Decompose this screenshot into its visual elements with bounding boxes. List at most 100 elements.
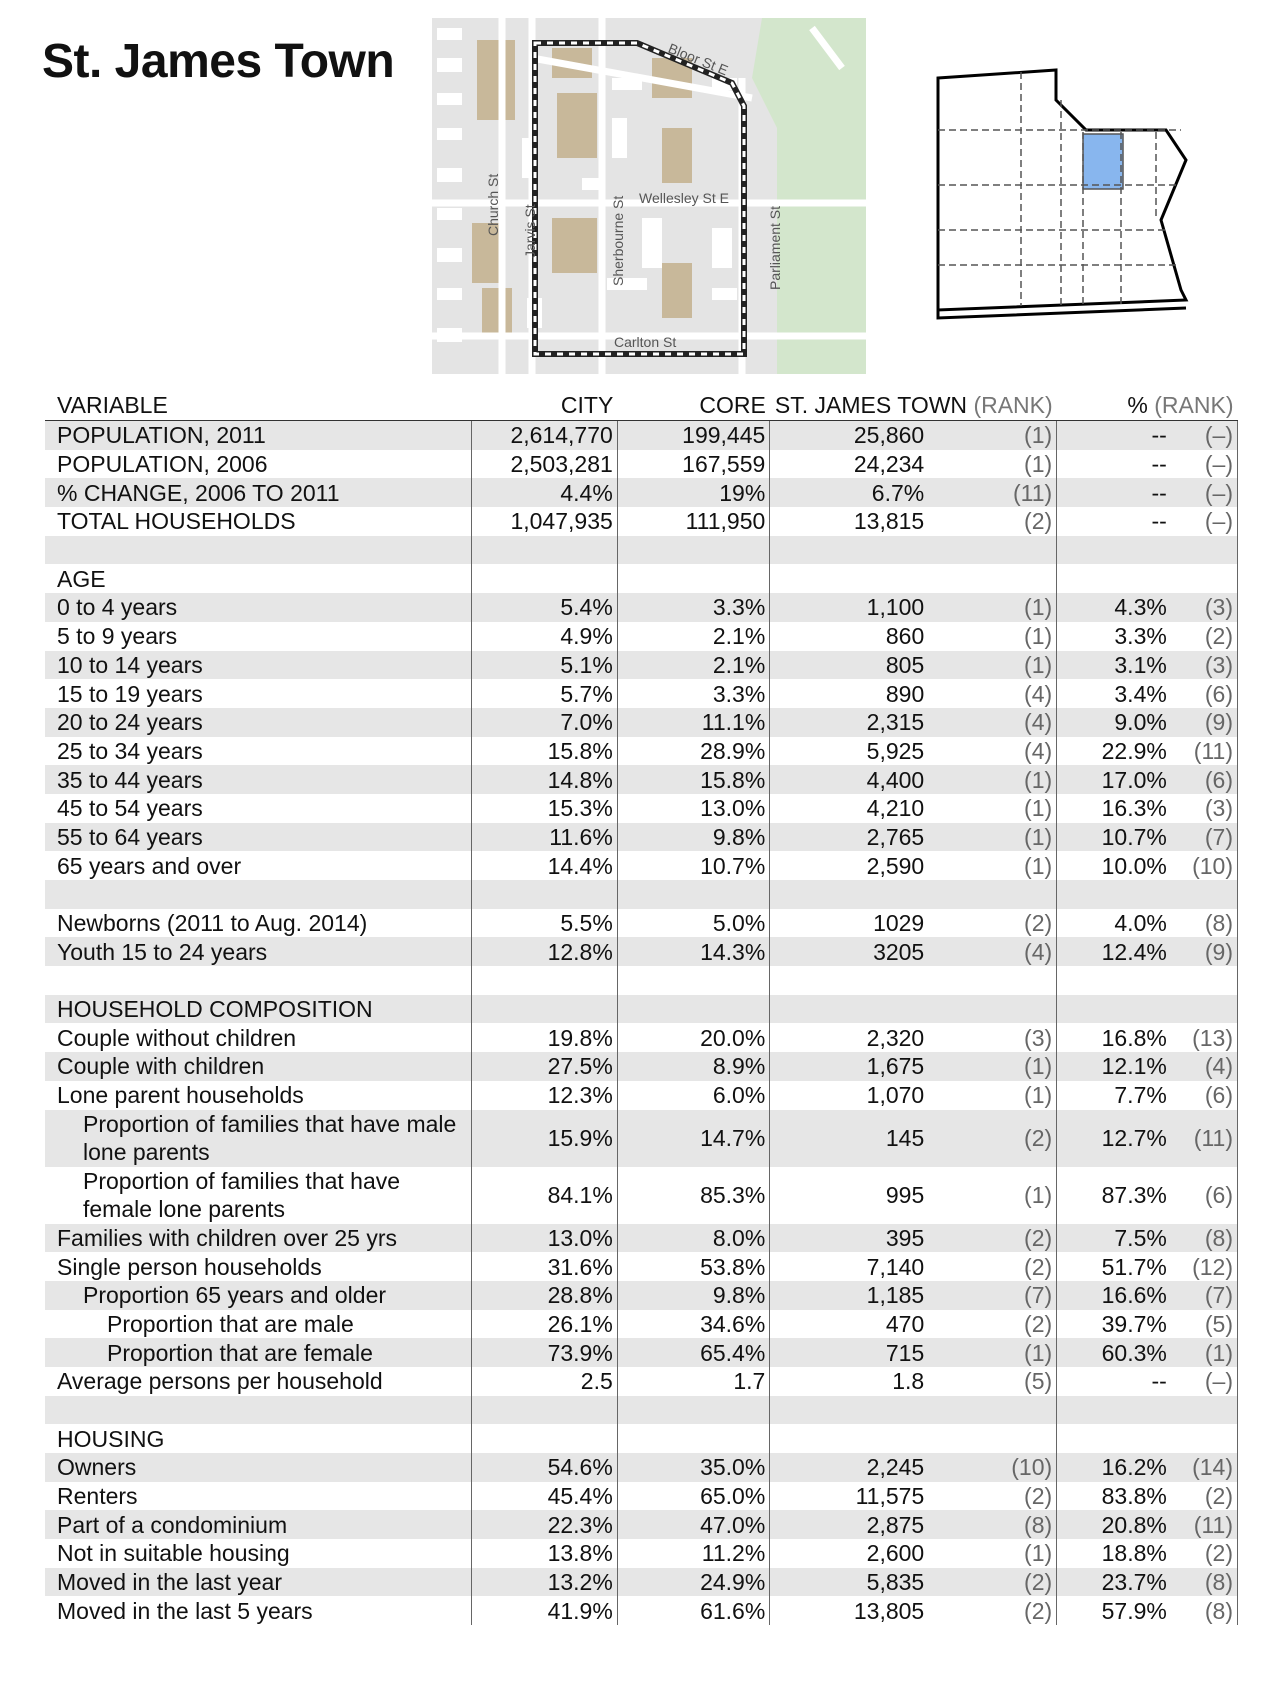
area-rank: (2) bbox=[928, 1223, 1057, 1253]
table-row: POPULATION, 2006 2,503,281 167,559 24,234 (1… bbox=[45, 449, 1238, 479]
city-value: 14.4% bbox=[471, 851, 618, 880]
pct-value: -- bbox=[1056, 1366, 1171, 1396]
area-rank: (1) bbox=[1024, 852, 1053, 879]
row-label: HOUSEHOLD COMPOSITION bbox=[45, 994, 472, 1024]
city-value: 54.6% bbox=[471, 1453, 618, 1482]
city-value: 84.1% bbox=[471, 1166, 618, 1224]
pct-rank: (11) bbox=[1170, 1109, 1238, 1167]
city-value: 19.8% bbox=[471, 1023, 618, 1053]
area-value: 1,070 bbox=[769, 1080, 929, 1110]
table-row: % CHANGE, 2006 TO 2011 4.4% 19% 6.7% (11) --(… bbox=[45, 478, 1238, 508]
city-value: 4.9% bbox=[471, 621, 618, 651]
city-value: 2,503,281 bbox=[471, 449, 618, 479]
area-value: 4,400 bbox=[769, 765, 929, 794]
pct-value: 60.3% bbox=[1056, 1338, 1171, 1367]
area-rank bbox=[928, 966, 1056, 995]
area-rank: (4) bbox=[928, 707, 1057, 737]
city-value: 5.7% bbox=[471, 679, 618, 708]
table-row: Renters 45.4% 65.0% 11,575 (2) 83.8% (2) bbox=[45, 1481, 1238, 1511]
core-value: 9.8% bbox=[616, 1280, 770, 1310]
pct-value bbox=[1056, 966, 1171, 995]
pct-rank bbox=[1170, 535, 1238, 565]
city-value: 15.3% bbox=[471, 793, 618, 823]
area-value: 7,140 bbox=[769, 1252, 929, 1281]
street-map-graphic bbox=[432, 18, 866, 374]
header-variable: VARIABLE bbox=[45, 390, 472, 421]
area-rank: (1) bbox=[1024, 623, 1053, 650]
header-area: ST. JAMES TOWN (RANK) bbox=[769, 390, 1057, 421]
core-value bbox=[616, 880, 770, 909]
street-label-parliament: Parliament St bbox=[767, 205, 783, 290]
core-value bbox=[616, 564, 770, 594]
core-value bbox=[616, 535, 770, 565]
city-value: 11.6% bbox=[471, 822, 618, 852]
core-value: 5.0% bbox=[616, 908, 770, 938]
pct-value: 17.0% bbox=[1056, 765, 1171, 794]
pct-rank bbox=[1170, 966, 1238, 995]
table-row: Couple with children 27.5% 8.9% 1,675 (1) 12.… bbox=[45, 1052, 1238, 1081]
row-label bbox=[45, 535, 472, 565]
city-value: 31.6% bbox=[471, 1252, 618, 1281]
pct-rank: (6) bbox=[1170, 1080, 1238, 1110]
city-value: 4.4% bbox=[471, 478, 618, 508]
area-rank: (4) bbox=[928, 937, 1057, 967]
area-value: 2,245 bbox=[769, 1453, 929, 1482]
table-row: Lone parent households 12.3% 6.0% 1,070 (1) 7… bbox=[45, 1080, 1238, 1110]
core-value: 65.4% bbox=[616, 1338, 770, 1367]
row-label: POPULATION, 2011 bbox=[45, 420, 472, 450]
row-label bbox=[45, 966, 472, 995]
area-rank: (1) bbox=[928, 593, 1057, 622]
pct-rank bbox=[1170, 564, 1238, 594]
pct-rank bbox=[1170, 880, 1238, 909]
area-rank: (4) bbox=[1024, 680, 1053, 707]
city-value: 15.9% bbox=[471, 1109, 618, 1167]
core-value: 8.0% bbox=[616, 1223, 770, 1253]
area-value: 24,234 bbox=[769, 449, 929, 479]
pct-value: 3.3% bbox=[1056, 621, 1171, 651]
area-value: 715 bbox=[769, 1338, 929, 1367]
table-row: Proportion of families that have male lo… bbox=[45, 1109, 1238, 1167]
area-rank: (3) bbox=[1024, 1024, 1053, 1051]
table-row bbox=[45, 880, 1238, 909]
area-value: 5,835 bbox=[769, 1567, 929, 1597]
page-title: St. James Town bbox=[42, 35, 395, 88]
area-value: 2,875 bbox=[769, 1510, 929, 1540]
pct-rank: (14) bbox=[1170, 1453, 1238, 1482]
pct-value: 87.3% bbox=[1056, 1166, 1171, 1224]
city-value: 41.9% bbox=[471, 1596, 618, 1626]
row-label: TOTAL HOUSEHOLDS bbox=[57, 508, 296, 535]
area-rank: (2) bbox=[1024, 1597, 1053, 1624]
area-value: 1029 bbox=[769, 908, 929, 938]
table-row: Newborns (2011 to Aug. 2014) 5.5% 5.0% 1029… bbox=[45, 908, 1238, 938]
row-label: POPULATION, 2006 bbox=[57, 451, 268, 478]
core-value: 28.9% bbox=[616, 736, 770, 766]
pct-value: -- bbox=[1056, 449, 1171, 479]
row-label bbox=[45, 880, 472, 909]
city-value: 26.1% bbox=[471, 1309, 618, 1339]
core-value: 199,445 bbox=[616, 420, 770, 450]
table-row: 20 to 24 years 7.0% 11.1% 2,315 (4) 9.0% (9) bbox=[45, 707, 1238, 737]
pct-rank: (8) bbox=[1170, 908, 1238, 938]
pct-rank: (–) bbox=[1170, 507, 1238, 536]
pct-rank: (8) bbox=[1170, 1567, 1238, 1597]
core-value: 13.0% bbox=[616, 793, 770, 823]
pct-value: 57.9% bbox=[1056, 1596, 1171, 1626]
pct-rank: (–) bbox=[1170, 478, 1238, 508]
header-area-name: ST. JAMES TOWN bbox=[774, 392, 968, 418]
row-label: 45 to 54 years bbox=[57, 795, 203, 822]
table-row: Youth 15 to 24 years 12.8% 14.3% 3205 (4) 12.… bbox=[45, 937, 1238, 967]
table-header-row: VARIABLE CITY CORE ST. JAMES TOWN (RANK)… bbox=[45, 390, 1238, 421]
pct-rank: (9) bbox=[1170, 937, 1238, 967]
pct-value: 7.5% bbox=[1056, 1223, 1171, 1253]
row-label: 55 to 64 years bbox=[45, 822, 472, 852]
pct-rank: (12) bbox=[1170, 1252, 1238, 1281]
core-value: 65.0% bbox=[616, 1481, 770, 1511]
pct-value: 51.7% bbox=[1056, 1252, 1171, 1281]
core-value: 47.0% bbox=[616, 1510, 770, 1540]
core-value bbox=[616, 1424, 770, 1453]
row-label: 35 to 44 years bbox=[45, 765, 472, 794]
row-label: Average persons per household bbox=[57, 1368, 383, 1395]
locator-map bbox=[936, 68, 1189, 320]
pct-value: 18.8% bbox=[1056, 1539, 1171, 1568]
row-label: Proportion of families that have male lo… bbox=[45, 1109, 472, 1167]
